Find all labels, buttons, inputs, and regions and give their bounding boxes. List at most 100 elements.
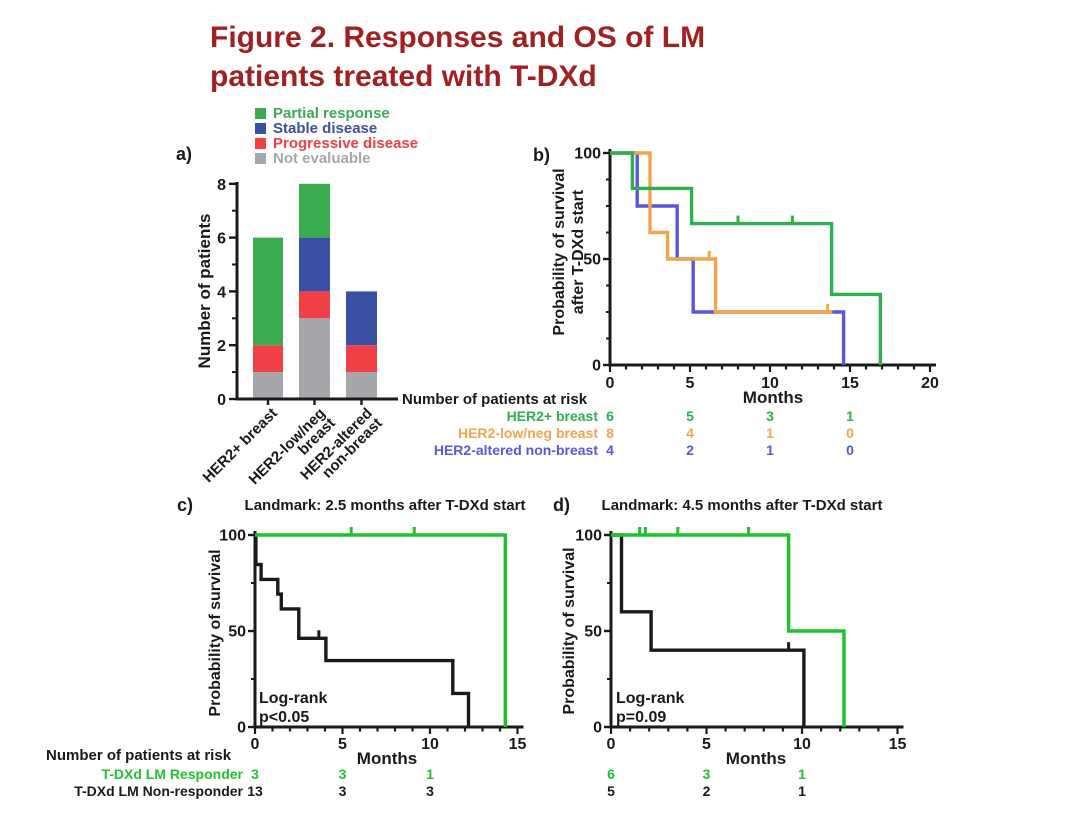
legend-item-1: Stable disease bbox=[255, 120, 418, 137]
bar-segment-progressive-disease bbox=[299, 291, 330, 319]
y-axis-title: after T-DXd start bbox=[570, 189, 587, 314]
y-tick-label: 100 bbox=[574, 146, 601, 163]
panel-c-label: c) bbox=[177, 495, 194, 515]
legend-item-0: Partial response bbox=[255, 105, 418, 122]
x-tick-label: 0 bbox=[251, 736, 260, 753]
panel-b-at-risk-count: 3 bbox=[766, 408, 774, 424]
panel-b-at-risk-count: 5 bbox=[686, 408, 694, 424]
x-tick-label: 15 bbox=[509, 736, 527, 753]
panel-b-svg: 0 50 100 0 5 10 15 20 Months Probability of survi… bbox=[551, 146, 939, 408]
logrank-label: Log-rank bbox=[259, 690, 328, 707]
panel-b-at-risk-row-label: HER2-low/neg breast bbox=[457, 425, 598, 441]
y-tick-label: 50 bbox=[584, 624, 602, 641]
legend-swatch-icon bbox=[255, 153, 266, 164]
panel-c-at-risk-count: 13 bbox=[247, 783, 263, 799]
y-tick-label: 0 bbox=[237, 720, 246, 737]
panel-b-at-risk-count: 0 bbox=[846, 442, 854, 458]
y-tick-label: 6 bbox=[217, 231, 226, 248]
panel-b-at-risk-count: 1 bbox=[766, 442, 774, 458]
y-tick-label: 50 bbox=[583, 252, 601, 269]
y-tick-label: 4 bbox=[217, 284, 226, 301]
logrank-pvalue: p=0.09 bbox=[616, 709, 666, 726]
y-tick-label: 0 bbox=[593, 720, 602, 737]
x-tick-label: 15 bbox=[841, 375, 859, 392]
y-tick-label: 2 bbox=[217, 338, 226, 355]
y-tick-label: 0 bbox=[592, 358, 601, 375]
panel-b-at-risk-count: 2 bbox=[686, 442, 694, 458]
panel-d-at-risk-count: 1 bbox=[798, 766, 806, 782]
x-tick-label: 10 bbox=[793, 736, 811, 753]
panel-c-at-risk-count: 3 bbox=[338, 783, 347, 799]
figure-title-line2: patients treated with T-DXd bbox=[210, 60, 597, 93]
x-tick-label: 5 bbox=[338, 736, 347, 753]
panel-b-at-risk-count: 1 bbox=[846, 408, 854, 424]
panel-d-km-chart: 0 50 100 0 5 10 15 Months Probability of surviva… bbox=[550, 515, 914, 777]
bar-segment-progressive-disease bbox=[253, 345, 283, 373]
y-tick-label: 100 bbox=[575, 528, 602, 545]
legend-item-3: Not evaluable bbox=[255, 150, 418, 167]
panel-b-km-chart: 0 50 100 0 5 10 15 20 Months Probability of survi… bbox=[530, 135, 962, 409]
legend-item-label: Partial response bbox=[273, 105, 390, 122]
panel-d-at-risk-count: 3 bbox=[702, 766, 711, 782]
panel-b-at-risk-count: 4 bbox=[606, 442, 614, 458]
panel-b-at-risk-count: 4 bbox=[686, 425, 694, 441]
panel-d-at-risk-count: 2 bbox=[702, 783, 711, 799]
panel-c-km-chart: 0 50 100 0 5 10 15 Months Probability of surviva… bbox=[195, 515, 551, 777]
panel-c-at-risk-count: 3 bbox=[426, 783, 434, 799]
legend-item-2: Progressive disease bbox=[255, 135, 419, 152]
panel-d-title: Landmark: 4.5 months after T-DXd start bbox=[601, 497, 883, 514]
y-axis-title: Probability of survival bbox=[207, 549, 224, 716]
x-tick-label: 5 bbox=[686, 375, 695, 392]
km-curve-her2-breast bbox=[610, 151, 883, 365]
panel-b-at-risk-count: 0 bbox=[846, 425, 854, 441]
bar-segment-not-evaluable bbox=[253, 372, 283, 399]
panel-c-at-risk-count: 3 bbox=[338, 766, 347, 782]
km-curve-her2-low-neg-breast bbox=[610, 151, 833, 314]
x-tick-label: 5 bbox=[702, 736, 711, 753]
panel-c-at-risk-row-label: T-DXd LM Non-responder bbox=[74, 783, 243, 799]
y-tick-label: 100 bbox=[219, 528, 246, 545]
panel-c-at-risk-row-label: T-DXd LM Responder bbox=[101, 766, 243, 782]
km-curve-t-dxd-lm-responder bbox=[255, 533, 507, 727]
panel-d-svg: 0 50 100 0 5 10 15 Months Probability of surviva… bbox=[561, 527, 907, 768]
panel-c-at-risk-count: 1 bbox=[426, 766, 434, 782]
panel-b-label: b) bbox=[533, 145, 550, 165]
x-tick-label: 0 bbox=[607, 736, 616, 753]
panel-b-at-risk-row-label: HER2+ breast bbox=[506, 408, 598, 424]
legend-item-label: Not evaluable bbox=[273, 150, 371, 167]
panel-c-svg: 0 50 100 0 5 10 15 Months Probability of surviva… bbox=[207, 527, 527, 768]
response-legend: Partial response Stable disease Progressiv… bbox=[255, 105, 419, 167]
bar-segment-not-evaluable bbox=[346, 372, 377, 399]
x-axis-title: Months bbox=[357, 749, 417, 768]
x-tick-label: 15 bbox=[889, 736, 907, 753]
panel-b-at-risk-title: Number of patients at risk bbox=[402, 391, 588, 408]
x-tick-label: 0 bbox=[606, 375, 615, 392]
panel-d-at-risk-count: 5 bbox=[607, 783, 615, 799]
legend-item-label: Stable disease bbox=[273, 120, 378, 137]
panel-c-at-risk-title: Number of patients at risk bbox=[46, 747, 232, 764]
x-tick-label: 20 bbox=[921, 375, 939, 392]
y-axis-title: Probability of survival bbox=[561, 547, 578, 714]
panel-c-title: Landmark: 2.5 months after T-DXd start bbox=[244, 497, 526, 514]
logrank-label: Log-rank bbox=[616, 690, 685, 707]
y-tick-label: 50 bbox=[228, 624, 246, 641]
panel-b-at-risk-row-label: HER2-altered non-breast bbox=[433, 442, 598, 458]
y-axis-title: Number of patients bbox=[195, 214, 214, 369]
figure-title-line1: Figure 2. Responses and OS of LM bbox=[210, 21, 706, 54]
panel-d-label: d) bbox=[553, 495, 570, 515]
y-tick-label: 8 bbox=[217, 177, 226, 194]
x-tick-label: 10 bbox=[761, 375, 779, 392]
panel-a-bar-chart: 0 2 4 6 8 Number of patients HER2+ breast HER2-… bbox=[150, 140, 450, 496]
panel-b-at-risk-count: 8 bbox=[606, 425, 614, 441]
panel-d-at-risk-count: 1 bbox=[798, 783, 806, 799]
km-curve-t-dxd-lm-non-responder bbox=[254, 533, 471, 727]
legend-swatch-icon bbox=[255, 108, 266, 119]
bar-segment-stable-disease bbox=[346, 291, 377, 346]
logrank-pvalue: p<0.05 bbox=[259, 709, 309, 726]
bar-segment-progressive-disease bbox=[346, 345, 377, 373]
x-axis-title: Months bbox=[726, 749, 786, 768]
legend-item-label: Progressive disease bbox=[273, 135, 419, 152]
y-axis-title: Probability of survival bbox=[551, 168, 568, 335]
km-curve-t-dxd-lm-responder bbox=[611, 533, 846, 727]
